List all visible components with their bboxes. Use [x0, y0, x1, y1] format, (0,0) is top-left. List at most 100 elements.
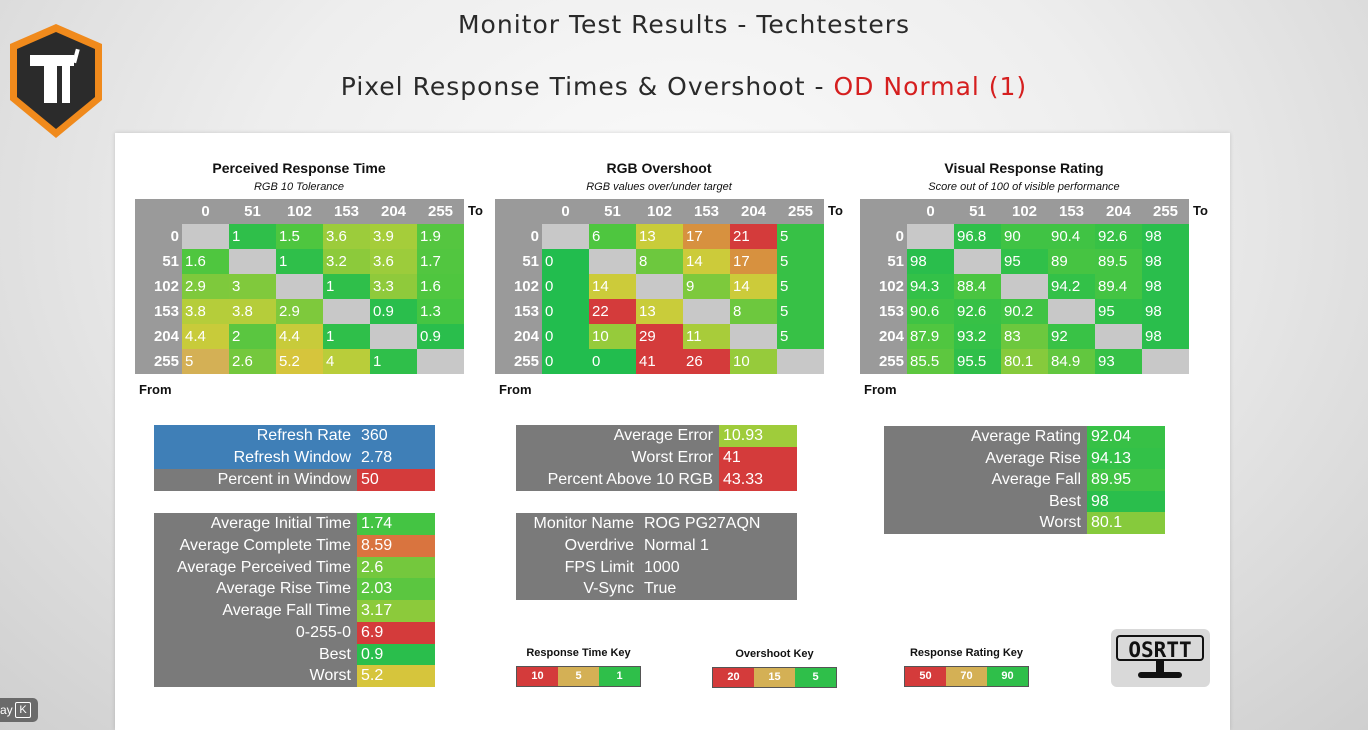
heatmap-from-label: From — [139, 382, 172, 397]
heatmap-row-header: 51 — [860, 249, 907, 274]
heatmap-cell: 9 — [683, 274, 730, 299]
summary-label: Average Perceived Time — [176, 558, 351, 576]
key-title: Overshoot Key — [735, 648, 814, 660]
key-swatch: 5 — [795, 668, 836, 687]
heatmap-row-header: 51 — [135, 249, 182, 274]
heatmap-cell: 92.6 — [1095, 224, 1142, 249]
refresh-box: Refresh Rate 360 Refresh Window 2.78 Percent… — [154, 425, 435, 491]
heatmap-cell: 10 — [589, 324, 636, 349]
summary-row: Refresh Rate 360 — [154, 425, 435, 447]
heatmap-diagonal-cell — [370, 324, 417, 349]
heatmap-cell: 26 — [683, 349, 730, 374]
summary-value: 92.04 — [1087, 426, 1165, 448]
summary-label: Refresh Window — [233, 449, 351, 466]
summary-label: Worst — [309, 667, 351, 685]
key-swatch: 20 — [713, 668, 754, 687]
summary-label: FPS Limit — [564, 558, 634, 576]
heatmap-cell: 5 — [777, 299, 824, 324]
heatmap-cell: 94.2 — [1048, 274, 1095, 299]
heatmap-col-header: 204 — [730, 199, 777, 224]
keyboard-hint[interactable]: ay K — [0, 698, 38, 722]
heatmap-table: 0 51 102 153 204 255 0 96.8 90 90.4 92.6 98 51 98 95 89… — [860, 199, 1189, 374]
summary-value: 360 — [357, 425, 435, 447]
summary-row: Average Rise 94.13 — [884, 447, 1165, 470]
key-swatch: 90 — [987, 667, 1028, 686]
summary-label: Worst Error — [631, 449, 713, 466]
heatmap-diagonal-cell — [954, 249, 1001, 274]
heatmap-cell: 98 — [1142, 274, 1189, 299]
heatmap-cell: 11 — [683, 324, 730, 349]
heatmap-cell: 17 — [683, 224, 730, 249]
summary-value: 80.1 — [1087, 512, 1165, 534]
heatmap-row-header: 153 — [495, 299, 542, 324]
summary-label: Best — [318, 645, 351, 663]
key-swatch: 50 — [905, 667, 946, 686]
heatmap-cell: 80.1 — [1001, 349, 1048, 374]
heatmap-cell: 3.6 — [323, 224, 370, 249]
summary-value: 89.95 — [1087, 469, 1165, 491]
heatmap-cell: 2.9 — [182, 274, 229, 299]
heatmap-cell: 98 — [1142, 299, 1189, 324]
heatmap-diagonal-cell — [1095, 324, 1142, 349]
heatmap-subtitle: RGB 10 Tolerance — [253, 181, 345, 193]
heatmap-cell: 17 — [730, 249, 777, 274]
heatmap-from-label: From — [499, 382, 532, 397]
heatmap-cell: 6 — [589, 224, 636, 249]
heatmap-cell: 4.4 — [182, 324, 229, 349]
error-summary-box: Average Error 10.93 Worst Error 41 Percent A… — [516, 425, 797, 491]
summary-label: Monitor Name — [533, 515, 634, 532]
heatmap-corner — [495, 199, 542, 224]
summary-row: Overdrive Normal 1 — [516, 535, 797, 557]
summary-value: 98 — [1087, 490, 1165, 513]
summary-row: Average Initial Time 1.74 — [154, 513, 435, 535]
heatmap-col-header: 0 — [542, 199, 589, 224]
heatmap-cell: 5 — [182, 349, 229, 374]
heatmap-cell: 1.6 — [417, 274, 464, 299]
heatmap-col-header: 0 — [907, 199, 954, 224]
heatmap-row-header: 102 — [135, 274, 182, 299]
key-swatch: 15 — [754, 668, 795, 687]
heatmap-cell: 8 — [730, 299, 777, 324]
subtitle-prefix: Pixel Response Times & Overshoot - — [340, 72, 834, 101]
heatmap-col-header: 51 — [954, 199, 1001, 224]
summary-value: 5.2 — [357, 665, 435, 687]
heatmap-cell: 84.9 — [1048, 349, 1095, 374]
heatmap-col-header: 153 — [683, 199, 730, 224]
key-swatch: 10 — [517, 667, 558, 686]
heatmap-cell: 92 — [1048, 324, 1095, 349]
heatmap-row-header: 255 — [860, 349, 907, 374]
heatmap-cell: 4.4 — [276, 324, 323, 349]
heatmap-diagonal-cell — [417, 349, 464, 374]
heatmap-corner — [860, 199, 907, 224]
summary-label: Percent in Window — [217, 471, 351, 488]
heatmap-cell: 1 — [323, 324, 370, 349]
heatmap-cell: 1.6 — [182, 249, 229, 274]
summary-row: Best 0.9 — [154, 643, 435, 666]
heatmap-diagonal-cell — [907, 224, 954, 249]
heatmap-cell: 1.7 — [417, 249, 464, 274]
heatmap-subtitle: RGB values over/under target — [586, 181, 732, 193]
heatmap-cell: 94.3 — [907, 274, 954, 299]
summary-row: Average Complete Time 8.59 — [154, 534, 435, 557]
heatmap-cell: 14 — [683, 249, 730, 274]
heatmap-row-header: 0 — [495, 224, 542, 249]
heatmap-cell: 1 — [276, 249, 323, 274]
heatmap-cell: 4 — [323, 349, 370, 374]
heatmap-col-header: 102 — [276, 199, 323, 224]
heatmap-diagonal-cell — [1001, 274, 1048, 299]
heatmap-cell: 1.5 — [276, 224, 323, 249]
heatmap-cell: 3.3 — [370, 274, 417, 299]
summary-row: Average Rise Time 2.03 — [154, 578, 435, 600]
heatmap-col-header: 102 — [636, 199, 683, 224]
heatmap-cell: 10 — [730, 349, 777, 374]
summary-row: V-Sync True — [516, 578, 797, 600]
summary-value: 8.59 — [357, 534, 435, 557]
heatmap-diagonal-cell — [276, 274, 323, 299]
monitor-stand-icon — [1156, 661, 1164, 673]
heatmap-subtitle: Score out of 100 of visible performance — [928, 181, 1120, 193]
heatmap-cell: 13 — [636, 224, 683, 249]
heatmap-cell: 3.9 — [370, 224, 417, 249]
heatmap-cell: 89.5 — [1095, 249, 1142, 274]
heatmap-cell: 0.9 — [370, 299, 417, 324]
heatmap-cell: 98 — [1142, 249, 1189, 274]
